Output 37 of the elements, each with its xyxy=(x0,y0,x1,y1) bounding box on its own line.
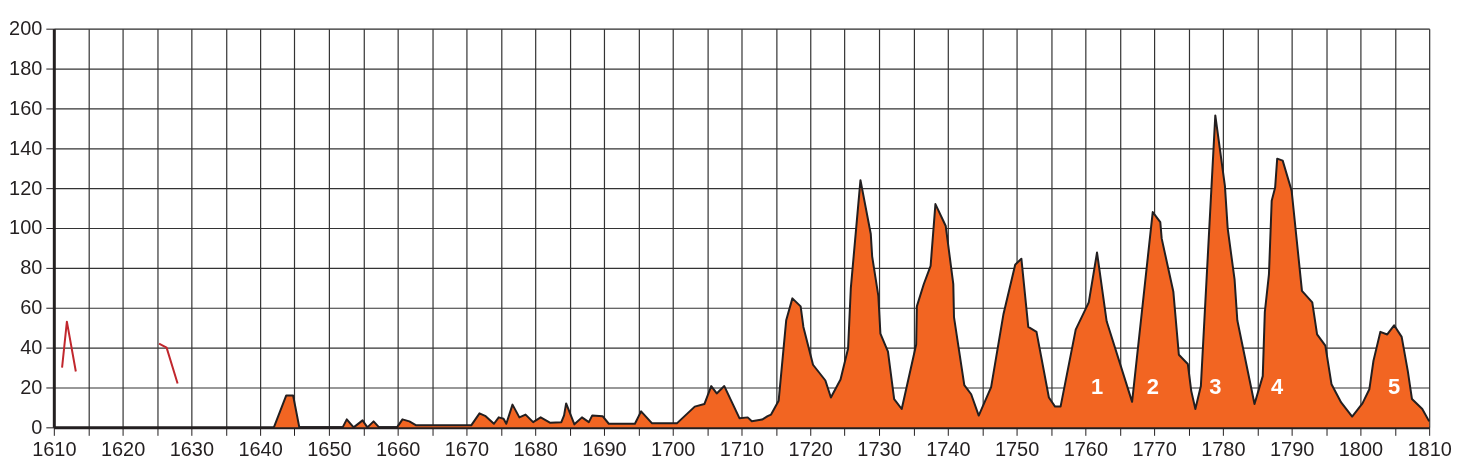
x-tick-label: 1810 xyxy=(1407,437,1452,460)
x-tick-label: 1730 xyxy=(857,437,902,460)
x-tick-label: 1630 xyxy=(169,437,215,460)
x-tick-label: 1610 xyxy=(32,437,77,460)
x-tick-label: 1750 xyxy=(994,437,1040,460)
y-tick-label: 180 xyxy=(9,57,43,80)
x-tick-label: 1780 xyxy=(1201,437,1246,460)
x-tick-label: 1790 xyxy=(1269,437,1315,460)
x-tick-label: 1660 xyxy=(375,437,421,460)
x-tick-label: 1680 xyxy=(513,437,558,460)
y-tick-label: 20 xyxy=(20,375,43,398)
annotation: 2 xyxy=(1146,374,1159,400)
x-tick-label: 1770 xyxy=(1132,437,1177,460)
x-tick-label: 1670 xyxy=(444,437,490,460)
x-tick-label: 1700 xyxy=(651,437,696,460)
annotation: 1 xyxy=(1090,374,1104,400)
x-tick-label: 1760 xyxy=(1063,437,1108,460)
y-tick-label: 80 xyxy=(20,256,43,279)
x-tick-label: 1800 xyxy=(1338,437,1384,460)
x-tick-label: 1740 xyxy=(926,437,971,460)
y-tick-label: 160 xyxy=(9,96,43,119)
y-tick-label: 200 xyxy=(9,17,43,40)
x-tick-label: 1620 xyxy=(100,437,146,460)
y-tick-label: 140 xyxy=(9,136,43,159)
annotation: 3 xyxy=(1209,374,1222,400)
x-tick-label: 1720 xyxy=(788,437,833,460)
y-tick-label: 100 xyxy=(9,216,43,239)
y-tick-label: 60 xyxy=(20,296,43,319)
x-tick-label: 1640 xyxy=(238,437,283,460)
y-tick-label: 40 xyxy=(20,336,43,359)
x-tick-label: 1710 xyxy=(719,437,765,460)
x-tick-label: 1650 xyxy=(307,437,352,460)
annotation: 4 xyxy=(1271,374,1285,400)
x-tick-label: 1690 xyxy=(582,437,627,460)
annotation: 5 xyxy=(1388,374,1401,400)
y-tick-label: 120 xyxy=(9,176,43,199)
y-tick-label: 0 xyxy=(31,415,43,438)
